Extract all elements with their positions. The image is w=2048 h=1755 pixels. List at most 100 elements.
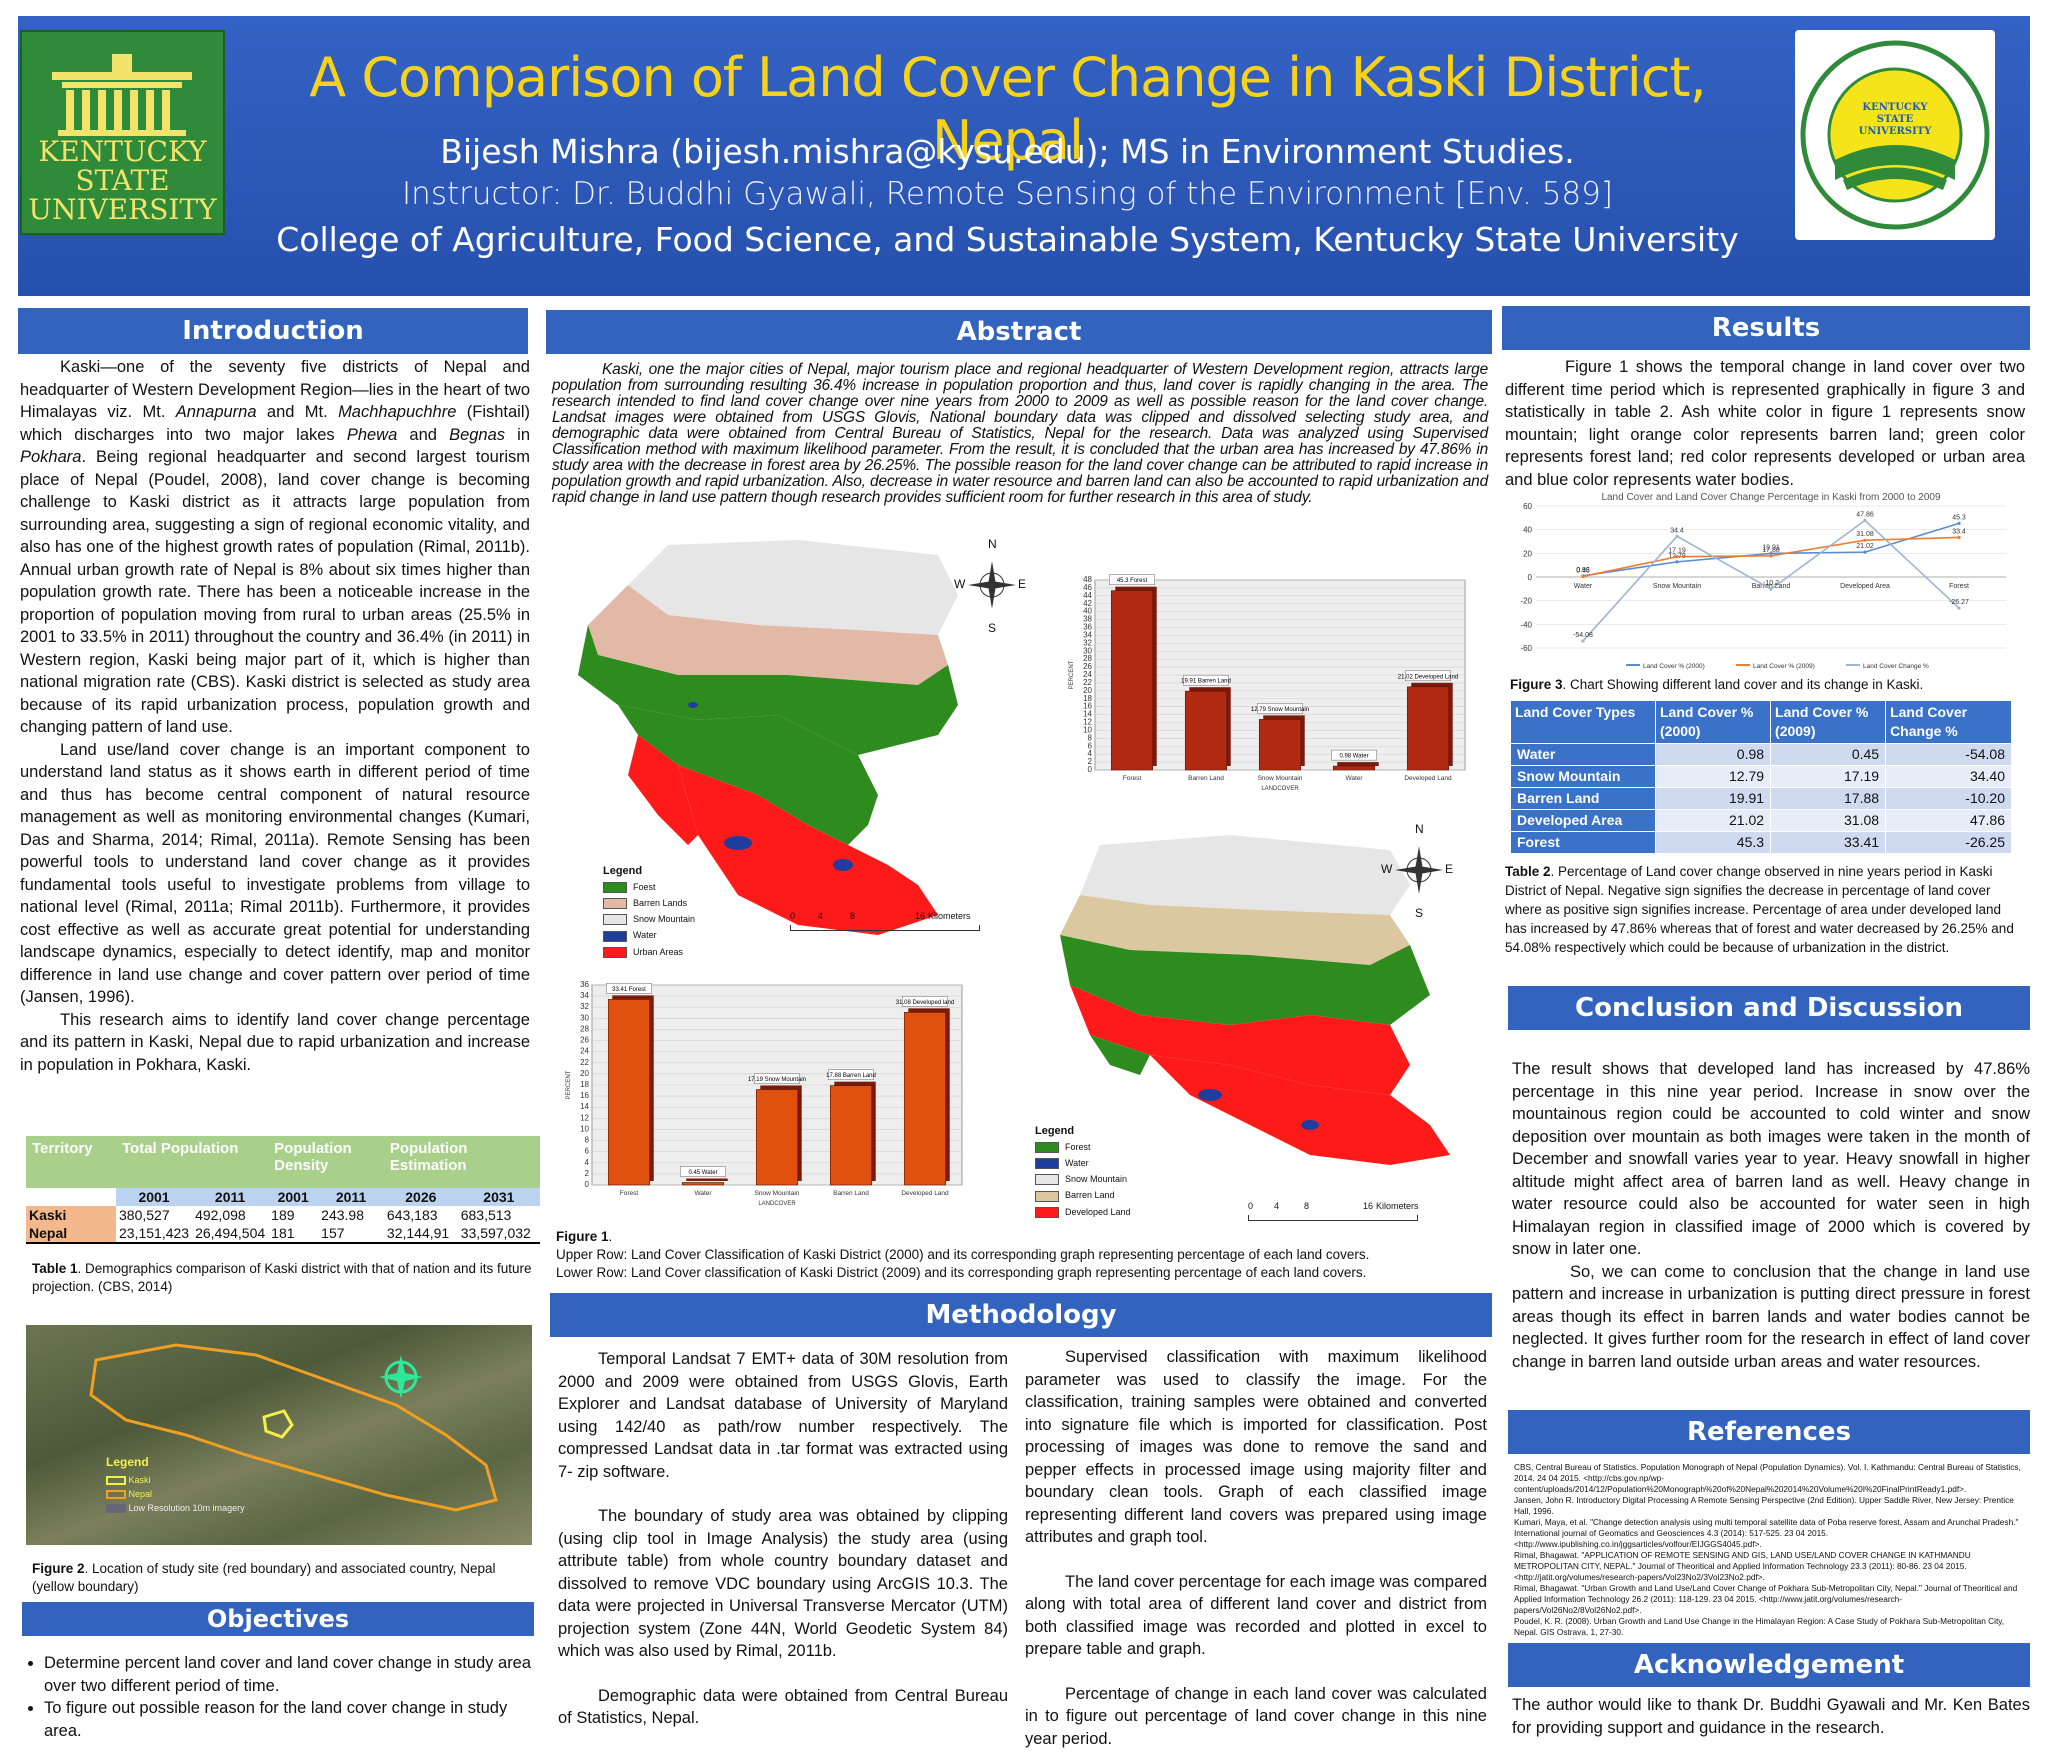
- legend-item: Snow Mountain: [1035, 1174, 1131, 1186]
- x-tick-label: Snow Mountain: [1653, 583, 1701, 590]
- legend-item: Urban Areas: [603, 947, 695, 958]
- methodology-heading: Methodology: [550, 1293, 1492, 1337]
- y-tick-label: 10: [1083, 725, 1092, 734]
- bar: [755, 1089, 799, 1186]
- data-point: [1863, 518, 1867, 522]
- value-cell: 17.19: [1770, 765, 1887, 788]
- data-label: 17.88: [1762, 547, 1780, 554]
- x-tick-label: Developed Land: [1404, 775, 1452, 782]
- poster-author: Bijesh Mishra (bijesh.mishra@kysu.edu); …: [440, 132, 1575, 171]
- x-axis-label: LANDCOVER: [758, 1201, 796, 1207]
- x-tick-label: Barren Land: [833, 1190, 869, 1197]
- y-tick-label: 34: [580, 991, 589, 1000]
- legend-swatch: [603, 882, 627, 894]
- y-tick-label: 42: [1083, 599, 1092, 608]
- land-cover-type-cell: Forest: [1510, 831, 1656, 854]
- y-tick-label: 4: [1088, 749, 1093, 758]
- land-cover-table: Land Cover Types Land Cover % (2000) Lan…: [1510, 700, 2012, 854]
- table-header-row: Land Cover Types Land Cover % (2000) Lan…: [1510, 700, 2012, 744]
- data-label-box: [1405, 670, 1451, 682]
- legend-swatch: [603, 930, 627, 942]
- x-tick-label: Forest: [1123, 775, 1142, 782]
- y-tick-label: 20: [580, 1069, 589, 1078]
- y-tick-label: 40: [1523, 526, 1532, 535]
- seal-text-1: KENTUCKY: [1862, 102, 1928, 113]
- value-cell: 34.40: [1885, 765, 2012, 788]
- abstract-text: Kaski, one the major cities of Nepal, ma…: [552, 361, 1488, 506]
- data-label: 45.3: [1952, 514, 1966, 521]
- y-tick-label: 16: [580, 1091, 589, 1100]
- line-chart-landcover: Land Cover and Land Cover Change Percent…: [1508, 490, 2018, 670]
- y-tick-label: 4: [585, 1158, 590, 1167]
- seal-icon: [1800, 40, 1990, 230]
- y-tick-label: 14: [580, 1102, 589, 1111]
- figure2-legend-title: Legend: [106, 1455, 149, 1469]
- value-cell: -26.25: [1885, 831, 2012, 854]
- conclusion-body: The result shows that developed land has…: [1512, 1060, 2030, 1371]
- data-label: 34.4: [1670, 527, 1684, 534]
- data-point: [1769, 554, 1773, 558]
- reference-item: Poudel, K. R. (2008). Urban Growth and L…: [1514, 1616, 2005, 1637]
- data-label-box: [1109, 574, 1155, 585]
- value-cell: 0.45: [1770, 743, 1887, 766]
- data-label: 21.02: [1856, 543, 1874, 550]
- table-row: Snow Mountain 12.79 17.19 34.40: [1510, 765, 2012, 788]
- y-tick-label: 0: [1528, 573, 1533, 582]
- bar: [1332, 765, 1376, 771]
- data-point: [1675, 560, 1679, 564]
- data-label: 17.88 Barren Land: [826, 1073, 876, 1079]
- legend-item: Foest: [603, 882, 695, 894]
- data-label: 19.91 Barren Land: [1181, 679, 1231, 685]
- building-icon: [52, 54, 192, 136]
- chart-title: Land Cover and Land Cover Change Percent…: [1601, 492, 1941, 503]
- value-cell: -54.08: [1885, 743, 2012, 766]
- bar: [1406, 686, 1450, 771]
- introduction-body: Kaski—one of the seventy five districts …: [20, 356, 530, 1076]
- y-axis-label: PERCENT: [566, 1070, 572, 1099]
- y-tick-label: 26: [580, 1036, 589, 1045]
- data-label-box: [828, 1069, 874, 1080]
- demographics-table: Territory Total Population Population De…: [26, 1136, 540, 1244]
- legend-item: Kaski: [106, 1473, 245, 1487]
- y-tick-label: 32: [580, 1002, 589, 1011]
- value-cell: 0.98: [1654, 743, 1772, 766]
- legend-label: Water: [1065, 1158, 1089, 1169]
- bar: [1258, 719, 1302, 771]
- objectives-list: Determine percent land cover and land co…: [24, 1652, 534, 1742]
- bar-chart-2000-svg: 0246810121416182022242628303234363840424…: [1069, 574, 1466, 792]
- y-tick-label: 18: [580, 1080, 589, 1089]
- bar-shadow: [686, 1178, 728, 1181]
- y-tick-label: 46: [1083, 583, 1092, 592]
- legend-swatch: [1035, 1174, 1059, 1186]
- y-tick-label: 12: [580, 1113, 589, 1122]
- y-tick-label: 28: [580, 1024, 589, 1033]
- x-tick-label: Snow Mountain: [755, 1190, 800, 1197]
- x-tick-label: Water: [1574, 583, 1593, 590]
- figure1-caption: Figure 1. Upper Row: Land Cover Classifi…: [556, 1229, 1370, 1280]
- y-tick-label: 20: [1083, 686, 1092, 695]
- reference-item: Jansen, John R. Introductory Digital Pro…: [1514, 1495, 2014, 1516]
- data-label: 21.02 Developed Land: [1398, 674, 1458, 680]
- seal-text-3: UNIVERSITY: [1858, 126, 1932, 137]
- y-tick-label: 20: [1523, 549, 1532, 558]
- data-label: 0.98: [1576, 567, 1590, 574]
- poster-instructor: Instructor: Dr. Buddhi Gyawali, Remote S…: [402, 176, 1613, 212]
- reference-item: Rimal, Bhagawat. "Urban Growth and Land …: [1514, 1583, 2018, 1615]
- figure2-caption: Figure 2. Location of study site (red bo…: [32, 1561, 496, 1594]
- legend-label: Water: [633, 930, 657, 941]
- introduction-heading: Introduction: [18, 308, 528, 354]
- land-cover-type-cell: Snow Mountain: [1510, 765, 1656, 788]
- legend-swatch: [1035, 1206, 1059, 1218]
- y-axis-label: PERCENT: [1069, 660, 1075, 689]
- conclusion-heading: Conclusion and Discussion: [1508, 986, 2030, 1030]
- compass-icon: N W E S: [1381, 822, 1454, 920]
- legend-label: Land Cover % (2009): [1753, 663, 1815, 670]
- figure3-caption: Figure 3. Chart Showing different land c…: [1510, 677, 1924, 692]
- y-tick-label: 40: [1083, 607, 1092, 616]
- data-label-box: [1331, 749, 1377, 761]
- y-tick-label: 30: [1083, 646, 1092, 655]
- y-tick-label: 6: [585, 1147, 590, 1156]
- bar: [681, 1182, 725, 1186]
- abstract-heading: Abstract: [546, 310, 1492, 354]
